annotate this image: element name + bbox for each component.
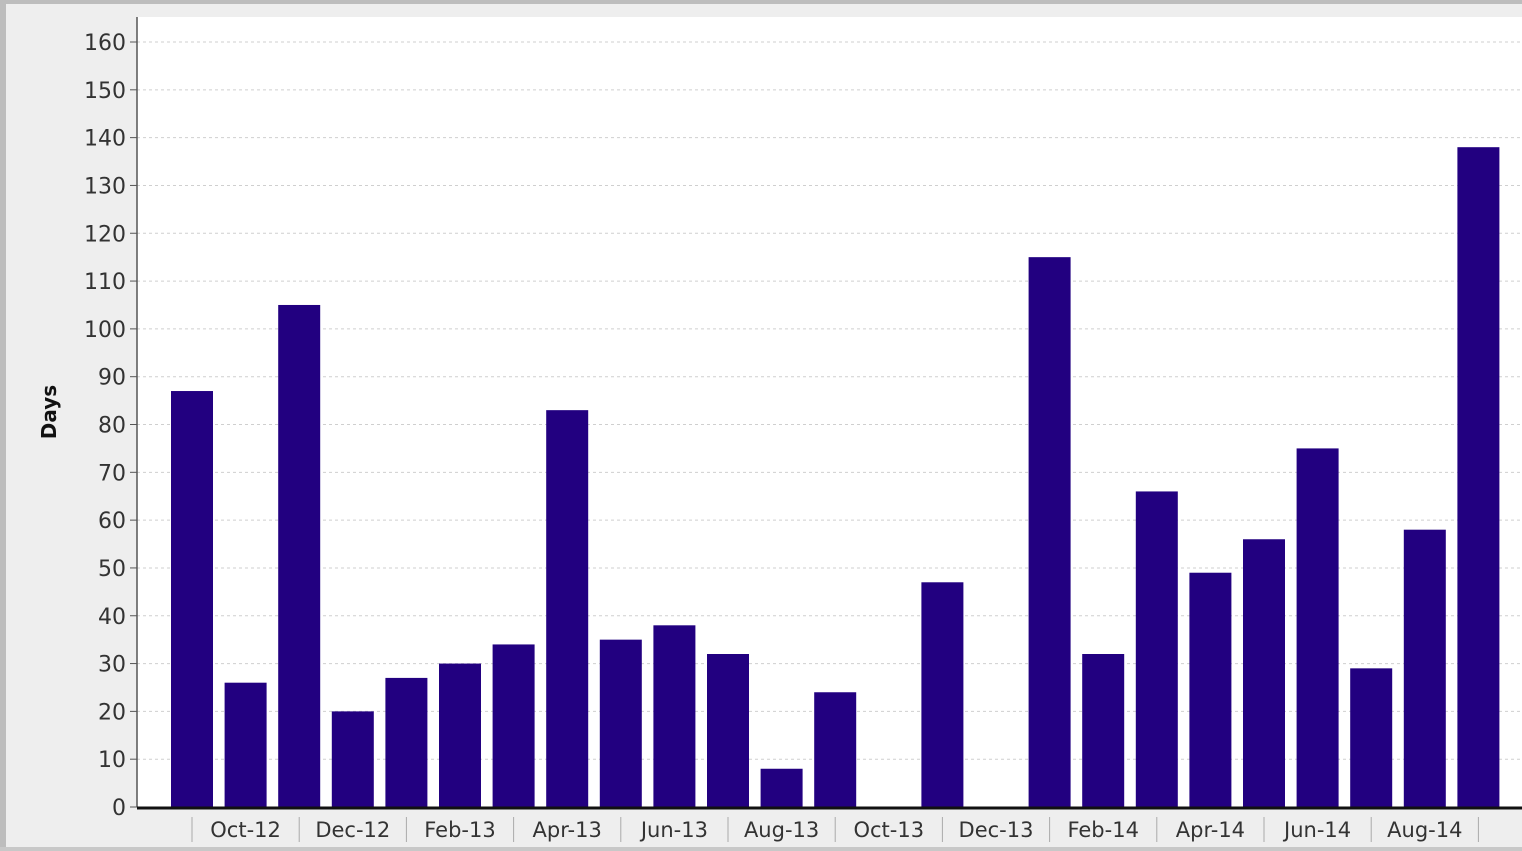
y-tick-label: 60 [98,509,126,534]
x-tick-label: Dec-12 [315,818,390,842]
x-tick-label: Dec-13 [959,818,1034,842]
bar-jul-13 [707,654,749,807]
bar-sep-14 [1457,147,1500,807]
x-tick-label: Feb-13 [424,818,495,842]
bar-dec-12 [331,711,374,807]
bar-nov-12 [278,304,321,807]
grid-lines [137,41,1522,760]
bar-jul-14 [1350,668,1393,807]
plot-area [137,17,1522,807]
bar-jun-14 [1296,448,1339,807]
y-tick-label: 160 [84,31,126,56]
x-tick-label: Feb-14 [1067,818,1138,842]
y-tick-label: 90 [98,366,126,391]
x-tick-label: Aug-14 [1387,818,1462,842]
bar-sep-12 [171,391,213,807]
bar-may-13 [599,639,642,807]
x-tick-label: Oct-13 [853,818,924,842]
x-tick-label: Jun-14 [1282,818,1351,842]
y-tick-label: 140 [84,127,126,152]
y-tick-label: 70 [98,461,126,486]
y-tick-label: 30 [98,653,126,678]
y-tick-label: 20 [98,700,126,725]
bar-mar-14 [1135,491,1178,807]
x-tick-label: Apr-14 [1176,818,1245,842]
y-tick-label: 50 [98,557,126,582]
y-tick-label: 10 [98,748,126,773]
x-tick-label: Oct-12 [210,818,281,842]
bar-oct-12 [224,682,267,807]
bar-jan-13 [385,677,428,807]
y-tick-label: 110 [84,270,126,295]
bars [171,147,1500,807]
y-tick-label: 150 [84,79,126,104]
y-axis: 0 10 20 30 40 50 60 70 80 90 100 110 120 130 140 150 160 [84,17,138,821]
x-axis: Oct-12 Dec-12 Feb-13 Apr-13 Jun-13 Aug-13 Oct-… [137,806,1522,842]
bar-feb-14 [1082,654,1125,807]
bar-jan-14 [1028,257,1071,807]
bar-sep-13 [814,692,857,807]
bar-apr-14 [1189,572,1232,807]
y-tick-label: 0 [112,796,126,821]
y-tick-label: 80 [98,414,126,439]
bar-aug-14 [1403,529,1446,807]
bar-feb-13 [439,663,481,807]
bar-aug-13 [760,768,803,807]
x-tick-label: Apr-13 [533,818,602,842]
x-tick-label: Aug-13 [744,818,819,842]
y-tick-label: 130 [84,174,126,199]
bar-may-14 [1243,539,1285,807]
bar-chart: 0 10 20 30 40 50 60 70 80 90 100 110 120 130 140 150 160… [37,17,1522,842]
bar-mar-13 [492,644,535,807]
bar-jun-13 [653,625,696,807]
y-axis-title: Days [37,385,61,439]
bar-apr-13 [546,410,589,807]
y-tick-label: 40 [98,605,126,630]
y-tick-label: 120 [84,222,126,247]
y-tick-label: 100 [84,318,126,343]
bar-nov-13 [921,582,964,807]
x-tick-label: Jun-13 [639,818,708,842]
